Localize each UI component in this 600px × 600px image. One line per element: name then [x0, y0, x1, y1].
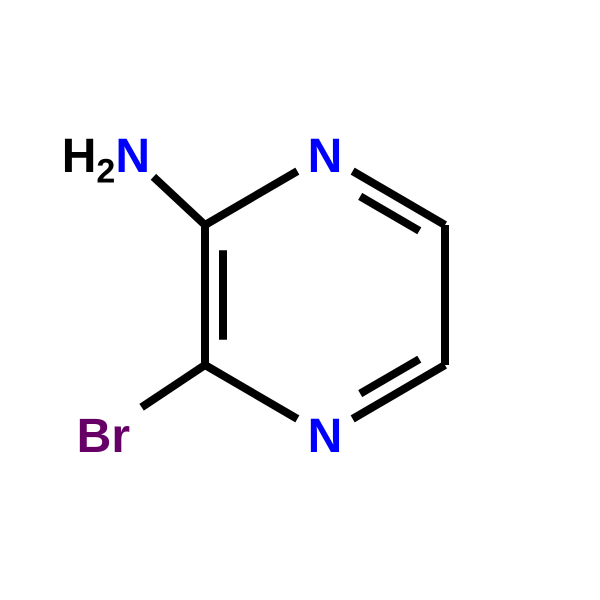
svg-text:N: N	[308, 130, 343, 183]
atom-label-nh2: H2N	[62, 130, 150, 191]
bond-line	[205, 171, 297, 225]
atom-label-n1: N	[308, 130, 343, 183]
bond-line	[153, 177, 205, 225]
atom-label-n4: N	[308, 410, 343, 463]
atom-label-br: Br	[77, 410, 130, 463]
svg-text:N: N	[308, 410, 343, 463]
svg-text:Br: Br	[77, 410, 130, 463]
svg-text:H2N: H2N	[62, 130, 150, 191]
molecule-diagram: N N Br H2N	[0, 0, 600, 600]
bond-line	[142, 365, 205, 407]
bond-line	[205, 365, 297, 419]
